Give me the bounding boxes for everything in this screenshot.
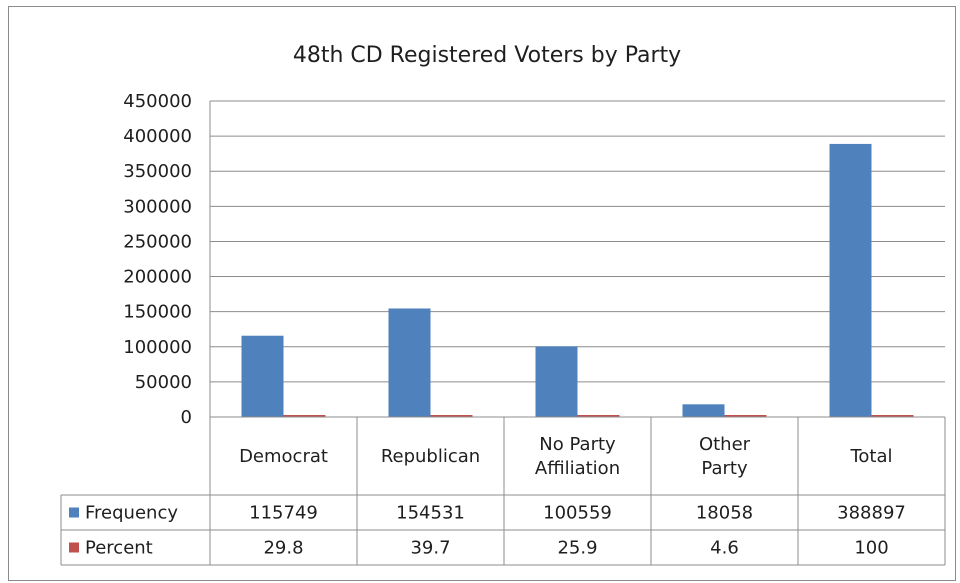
bar-percent-0 — [283, 415, 326, 417]
y-tick-label: 200000 — [123, 267, 192, 288]
y-tick-label: 300000 — [123, 196, 192, 217]
data-cell-percent: 100 — [854, 538, 888, 559]
data-cell-frequency: 100559 — [543, 503, 612, 524]
bar-chart: 48th CD Registered Voters by Party 0 5000… — [60, 43, 946, 566]
y-tick-label: 150000 — [123, 302, 192, 323]
category-label: Republican — [381, 446, 480, 467]
data-cell-percent: 4.6 — [710, 538, 739, 559]
bar-percent-4 — [871, 415, 914, 417]
y-tick-label: 250000 — [123, 231, 192, 252]
y-tick-label: 100000 — [123, 337, 192, 358]
bar-frequency-4 — [829, 143, 872, 417]
bar-frequency-2 — [535, 346, 578, 417]
chart-title: 48th CD Registered Voters by Party — [293, 43, 681, 68]
y-tick-label: 400000 — [123, 126, 192, 147]
category-label: Democrat — [239, 446, 328, 467]
gridlines — [209, 100, 945, 417]
data-cell-percent: 39.7 — [410, 538, 450, 559]
data-cell-frequency: 388897 — [837, 503, 906, 524]
bar-percent-3 — [724, 415, 767, 417]
legend-swatch-percent — [69, 542, 79, 553]
category-label: Affiliation — [535, 458, 620, 479]
data-cell-frequency: 115749 — [249, 503, 318, 524]
category-label: Party — [701, 458, 748, 479]
category-label: Total — [849, 446, 892, 467]
y-tick-label: 50000 — [135, 372, 192, 393]
bar-percent-2 — [577, 415, 620, 417]
data-table: Democrat Republican No Party Affiliation Oth… — [60, 416, 946, 566]
data-cell-frequency: 18058 — [696, 503, 753, 524]
category-label: No Party — [539, 434, 616, 455]
bars — [241, 143, 914, 417]
y-axis-ticks: 0 50000 100000 150000 200000 250000 300000 3500… — [123, 91, 192, 428]
legend-label-percent: Percent — [85, 538, 153, 559]
bar-frequency-1 — [388, 308, 431, 417]
legend-swatch-frequency — [69, 507, 79, 518]
data-cell-frequency: 154531 — [396, 503, 465, 524]
bar-percent-1 — [430, 415, 473, 417]
legend-label-frequency: Frequency — [85, 503, 178, 524]
chart-area: 48th CD Registered Voters by Party 0 5000… — [8, 6, 956, 581]
data-cell-percent: 25.9 — [557, 538, 597, 559]
category-label: Other — [699, 434, 751, 455]
y-tick-label: 0 — [181, 407, 192, 428]
data-cell-percent: 29.8 — [263, 538, 303, 559]
bar-frequency-0 — [241, 335, 284, 417]
y-tick-label: 350000 — [123, 161, 192, 182]
bar-frequency-3 — [682, 404, 725, 417]
y-tick-label: 450000 — [123, 91, 192, 112]
